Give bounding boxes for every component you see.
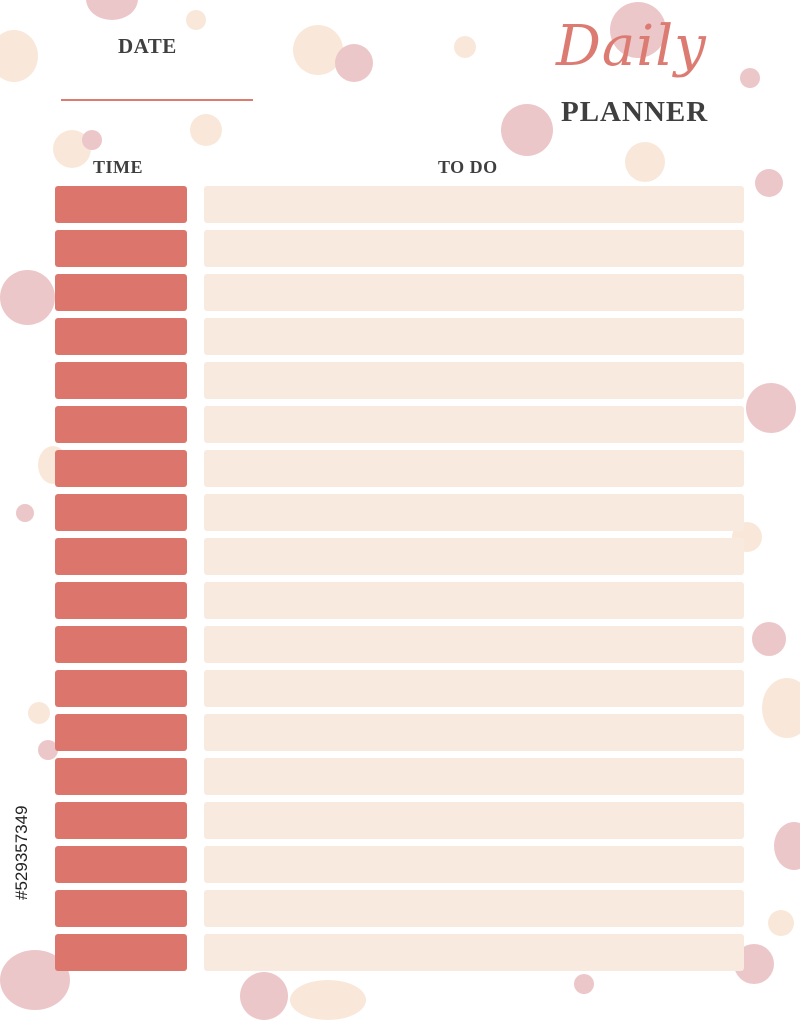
time-slot-cell[interactable] (55, 890, 187, 927)
todo-cell[interactable] (204, 758, 744, 795)
decor-dot (768, 910, 794, 936)
time-slot-cell[interactable] (55, 230, 187, 267)
decor-dot (746, 383, 796, 433)
todo-cell[interactable] (204, 670, 744, 707)
todo-cell[interactable] (204, 934, 744, 971)
time-slot-cell[interactable] (55, 934, 187, 971)
title-script: Daily (556, 14, 707, 79)
time-slot-cell[interactable] (55, 626, 187, 663)
time-slot-cell[interactable] (55, 846, 187, 883)
decor-dot (755, 169, 783, 197)
decor-dot (240, 972, 288, 1020)
decor-dot (740, 68, 760, 88)
date-input-line[interactable] (61, 99, 253, 101)
time-slot-cell[interactable] (55, 714, 187, 751)
decor-dot (335, 44, 373, 82)
todo-cell[interactable] (204, 802, 744, 839)
todo-cell[interactable] (204, 450, 744, 487)
todo-cell[interactable] (204, 626, 744, 663)
todo-cell[interactable] (204, 538, 744, 575)
time-slot-cell[interactable] (55, 758, 187, 795)
decor-dot (501, 104, 553, 156)
time-slot-cell[interactable] (55, 494, 187, 531)
decor-dot (752, 622, 786, 656)
decor-dot (86, 0, 138, 20)
time-slot-cell[interactable] (55, 406, 187, 443)
todo-cell[interactable] (204, 274, 744, 311)
date-label: DATE (118, 34, 177, 58)
time-column-header: TIME (93, 157, 144, 177)
decor-dot (290, 980, 366, 1020)
decor-dot (28, 702, 50, 724)
time-slot-cell[interactable] (55, 538, 187, 575)
todo-cell[interactable] (204, 318, 744, 355)
time-slot-cell[interactable] (55, 802, 187, 839)
todo-cell[interactable] (204, 846, 744, 883)
decor-dot (454, 36, 476, 58)
todo-cell[interactable] (204, 582, 744, 619)
page-title: PLANNER (561, 96, 709, 128)
todo-cell[interactable] (204, 714, 744, 751)
decor-dot (774, 822, 800, 870)
decor-dot (0, 30, 38, 82)
todo-column-header: TO DO (438, 157, 498, 177)
time-slot-cell[interactable] (55, 186, 187, 223)
time-slot-cell[interactable] (55, 670, 187, 707)
decor-dot (82, 130, 102, 150)
decor-dot (186, 10, 206, 30)
time-slot-cell[interactable] (55, 274, 187, 311)
todo-cell[interactable] (204, 494, 744, 531)
time-slot-cell[interactable] (55, 582, 187, 619)
todo-cell[interactable] (204, 406, 744, 443)
decor-dot (574, 974, 594, 994)
decor-dot (293, 25, 343, 75)
decor-dot (625, 142, 665, 182)
time-slot-cell[interactable] (55, 318, 187, 355)
time-slot-cell[interactable] (55, 362, 187, 399)
todo-cell[interactable] (204, 230, 744, 267)
decor-dot (0, 270, 55, 325)
decor-dot (762, 678, 800, 738)
decor-dot (16, 504, 34, 522)
todo-cell[interactable] (204, 890, 744, 927)
decor-dot (610, 2, 666, 58)
decor-dot (190, 114, 222, 146)
decor-dot (38, 740, 58, 760)
stock-id-watermark: #529357349 (12, 805, 31, 900)
todo-cell[interactable] (204, 362, 744, 399)
time-slot-cell[interactable] (55, 450, 187, 487)
todo-cell[interactable] (204, 186, 744, 223)
